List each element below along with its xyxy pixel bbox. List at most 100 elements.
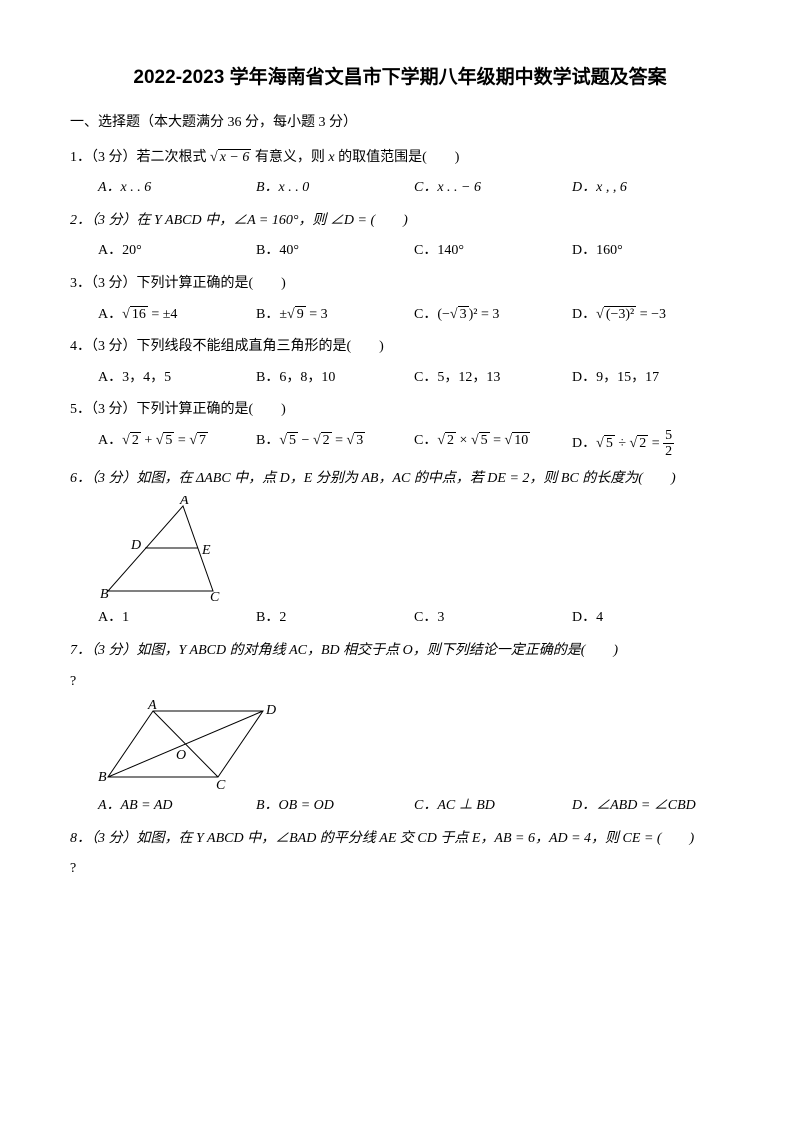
q3-stem: 3．（3 分）下列计算正确的是( ) xyxy=(70,271,730,298)
r: 10 xyxy=(512,432,530,448)
page-title: 2022-2023 学年海南省文昌市下学期八年级期中数学试题及答案 xyxy=(70,60,730,96)
q4-opt-a: A．3，4，5 xyxy=(98,365,256,392)
t: ÷ xyxy=(615,436,630,451)
r: 3 xyxy=(354,432,365,448)
q2-opt-a: A．20° xyxy=(98,238,256,265)
lbl-o: O xyxy=(176,748,186,763)
question-2: 2．（3 分）在 Y ABCD 中，∠A = 160°，则 ∠D = ( ) A… xyxy=(70,208,730,265)
q5-options: A．√2 + √5 = √7 B．√5 − √2 = √3 C．√2 × √5 … xyxy=(70,428,730,460)
q5-opt-b: B．√5 − √2 = √3 xyxy=(256,428,414,460)
parallelogram-diagram: A D B C O xyxy=(98,699,288,789)
q7-opt-c: C．AC ⊥ BD xyxy=(414,793,572,820)
q3c-rad: 3 xyxy=(458,306,469,322)
q6-options: A．1 B．2 C．3 D．4 xyxy=(70,605,730,632)
sqrt-icon: √9 xyxy=(287,302,306,329)
q3a-pre: A． xyxy=(98,307,122,322)
question-6: 6．（3 分）如图，在 ΔABC 中，点 D，E 分别为 AB，AC 的中点，若… xyxy=(70,466,730,632)
q3b-pre: B．± xyxy=(256,307,287,322)
t: − xyxy=(298,433,313,448)
question-3: 3．（3 分）下列计算正确的是( ) A．√16 = ±4 B．±√9 = 3 … xyxy=(70,271,730,328)
sqrt-icon: √3 xyxy=(347,428,366,455)
q4-opt-c: C．5，12，13 xyxy=(414,365,572,392)
q5-stem: 5．（3 分）下列计算正确的是( ) xyxy=(70,397,730,424)
lbl-c: C xyxy=(210,590,220,601)
question-1: 1．（3 分）若二次根式 √x − 6 有意义，则 x 的取值范围是( ) A．… xyxy=(70,145,730,202)
sqrt-icon: √x − 6 xyxy=(210,145,251,172)
section-header: 一、选择题（本大题满分 36 分，每小题 3 分） xyxy=(70,110,730,137)
r: 7 xyxy=(197,432,208,448)
question-8: 8．（3 分）如图，在 Y ABCD 中，∠BAD 的平分线 AE 交 CD 于… xyxy=(70,826,730,883)
q1-options: A．x . . 6 B．x . . 0 C．x . . − 6 D．x , , … xyxy=(70,175,730,202)
q6-opt-a: A．1 xyxy=(98,605,256,632)
sqrt-icon: √5 xyxy=(471,428,490,455)
q5-opt-c: C．√2 × √5 = √10 xyxy=(414,428,572,460)
lbl-c: C xyxy=(216,778,226,789)
t: D． xyxy=(572,436,596,451)
q3-opt-a: A．√16 = ±4 xyxy=(98,302,256,329)
q3a-post: = ±4 xyxy=(148,307,178,322)
sqrt-icon: √2 xyxy=(437,428,456,455)
q1-opt-b: B．x . . 0 xyxy=(256,175,414,202)
r: 2 xyxy=(445,432,456,448)
q6-opt-d: D．4 xyxy=(572,605,730,632)
q7-opt-d: D．∠ABD = ∠CBD xyxy=(572,793,730,820)
q1-stem: 1．（3 分）若二次根式 √x − 6 有意义，则 x 的取值范围是( ) xyxy=(70,145,730,172)
triangle-diagram: A B C D E xyxy=(98,496,248,601)
t: = xyxy=(174,433,189,448)
q1-opt-d: D．x , , 6 xyxy=(572,175,730,202)
t: + xyxy=(141,433,156,448)
fraction: 52 xyxy=(663,428,674,460)
sqrt-icon: √5 xyxy=(596,431,615,458)
q6-stem: 6．（3 分）如图，在 ΔABC 中，点 D，E 分别为 AB，AC 的中点，若… xyxy=(70,466,730,493)
q3a-rad: 16 xyxy=(130,306,148,322)
lbl-d: D xyxy=(130,538,141,553)
q3-options: A．√16 = ±4 B．±√9 = 3 C．(−√3)² = 3 D．√(−3… xyxy=(70,302,730,329)
sqrt-icon: √5 xyxy=(156,428,175,455)
q2-options: A．20° B．40° C．140° D．160° xyxy=(70,238,730,265)
q7-opt-b: B．OB = OD xyxy=(256,793,414,820)
lbl-b: B xyxy=(98,770,107,785)
lbl-e: E xyxy=(201,543,211,558)
q7-stem: 7．（3 分）如图，Y ABCD 的对角线 AC，BD 相交于点 O，则下列结论… xyxy=(70,638,730,665)
q7-options: A．AB = AD B．OB = OD C．AC ⊥ BD D．∠ABD = ∠… xyxy=(70,793,730,820)
t: = xyxy=(490,433,505,448)
q3d-rad: (−3)² xyxy=(604,306,636,322)
q2-opt-b: B．40° xyxy=(256,238,414,265)
t: = xyxy=(332,433,347,448)
r: 5 xyxy=(604,435,615,451)
q1-opt-c: C．x . . − 6 xyxy=(414,175,572,202)
q3-opt-b: B．±√9 = 3 xyxy=(256,302,414,329)
q3-opt-c: C．(−√3)² = 3 xyxy=(414,302,572,329)
t: A． xyxy=(98,433,122,448)
lbl-a: A xyxy=(147,699,157,713)
q3c-pre: C．(− xyxy=(414,307,450,322)
q4-opt-d: D．9，15，17 xyxy=(572,365,730,392)
lbl-b: B xyxy=(100,587,109,601)
t: B． xyxy=(256,433,279,448)
sqrt-icon: √5 xyxy=(279,428,298,455)
lbl-a: A xyxy=(179,496,189,508)
q2-opt-c: C．140° xyxy=(414,238,572,265)
q6-opt-b: B．2 xyxy=(256,605,414,632)
question-7: 7．（3 分）如图，Y ABCD 的对角线 AC，BD 相交于点 O，则下列结论… xyxy=(70,638,730,820)
question-4: 4．（3 分）下列线段不能组成直角三角形的是( ) A．3，4，5 B．6，8，… xyxy=(70,334,730,391)
q5-opt-a: A．√2 + √5 = √7 xyxy=(98,428,256,460)
q3d-pre: D． xyxy=(572,307,596,322)
t: × xyxy=(456,433,471,448)
t: C． xyxy=(414,433,437,448)
num: 5 xyxy=(663,428,674,444)
q3-opt-d: D．√(−3)² = −3 xyxy=(572,302,730,329)
sqrt-icon: √10 xyxy=(505,428,531,455)
sqrt-icon: √(−3)² xyxy=(596,302,636,329)
q8-mark: ? xyxy=(70,856,730,883)
sqrt-icon: √2 xyxy=(122,428,141,455)
q1-radicand: x − 6 xyxy=(218,149,252,165)
q8-stem: 8．（3 分）如图，在 Y ABCD 中，∠BAD 的平分线 AE 交 CD 于… xyxy=(70,826,730,853)
q1-mid: 有意义，则 xyxy=(251,150,328,165)
q3b-post: = 3 xyxy=(306,307,328,322)
q1-suffix: 的取值范围是( ) xyxy=(335,150,460,165)
q3c-post: )² = 3 xyxy=(469,307,500,322)
q7-opt-a: A．AB = AD xyxy=(98,793,256,820)
q5-opt-d: D．√5 ÷ √2 = 52 xyxy=(572,428,730,460)
q4-opt-b: B．6，8，10 xyxy=(256,365,414,392)
